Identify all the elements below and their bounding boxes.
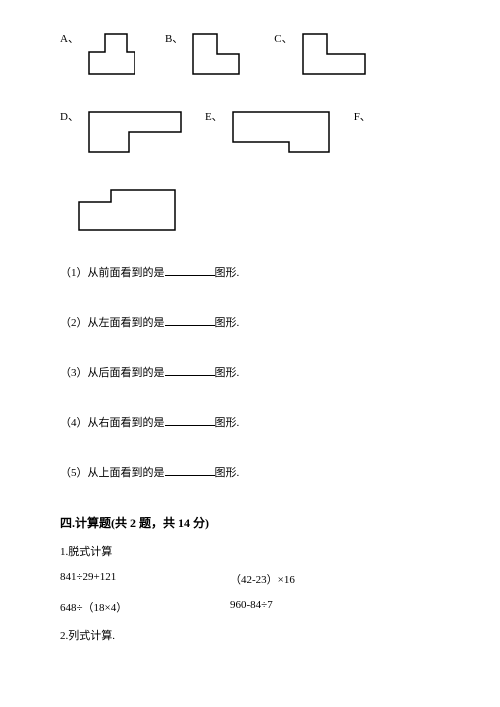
shapes-row-1: A、 B、 C、 [60,30,440,78]
shape-e-label: E、 [205,108,223,124]
q4-prefix: （4）从右面看到的是 [60,417,165,429]
q3-blank [165,364,215,376]
q1-blank [165,264,215,276]
question-4: （4）从右面看到的是 图形. [60,414,440,430]
shape-d: D、 [60,108,185,156]
shape-c-label: C、 [274,30,292,46]
calc-row-1: 841÷29+121 （42-23）×16 [60,571,440,587]
q5-suffix: 图形. [215,467,240,479]
calc-2b: 960-84÷7 [230,599,400,615]
question-5: （5）从上面看到的是 图形. [60,464,440,480]
q3-suffix: 图形. [215,367,240,379]
question-3: （3）从后面看到的是 图形. [60,364,440,380]
shape-a-svg [85,30,135,78]
shape-c-svg [299,30,369,78]
shapes-row-2: D、 E、 F、 [60,108,440,156]
shape-f-label: F、 [354,108,371,124]
q1-suffix: 图形. [215,267,240,279]
q1-prefix: （1）从前面看到的是 [60,267,165,279]
section-4-item-2: 2.列式计算. [60,627,440,643]
shape-standalone-svg [75,186,180,234]
calc-1a: 841÷29+121 [60,571,230,587]
shape-b: B、 [165,30,244,78]
shape-f: F、 [354,108,377,124]
calc-1b: （42-23）×16 [230,571,400,587]
shape-c: C、 [274,30,368,78]
q2-blank [165,314,215,326]
shape-f-continued [75,186,180,234]
shape-e: E、 [205,108,334,156]
q4-suffix: 图形. [215,417,240,429]
q2-prefix: （2）从左面看到的是 [60,317,165,329]
shape-e-svg [229,108,334,156]
shapes-row-3 [60,186,440,234]
questions-block: （1）从前面看到的是图形. （2）从左面看到的是图形. （3）从后面看到的是图形… [60,264,440,480]
shape-b-label: B、 [165,30,183,46]
q5-prefix: （5）从上面看到的是 [60,467,165,479]
question-2: （2）从左面看到的是 图形. [60,314,440,330]
q4-blank [165,414,215,426]
q2-suffix: 图形. [215,317,240,329]
shape-d-label: D、 [60,108,79,124]
section-4-header: 四.计算题(共 2 题，共 14 分) [60,514,440,531]
q5-blank [165,464,215,476]
shape-a: A、 [60,30,135,78]
calc-2a: 648÷（18×4） [60,599,230,615]
section-4-item-1: 1.脱式计算 [60,543,440,559]
q3-prefix: （3）从后面看到的是 [60,367,165,379]
question-1: （1）从前面看到的是 图形. [60,264,440,280]
calc-row-2: 648÷（18×4） 960-84÷7 [60,599,440,615]
shape-a-label: A、 [60,30,79,46]
shape-b-svg [189,30,244,78]
shape-d-svg [85,108,185,156]
